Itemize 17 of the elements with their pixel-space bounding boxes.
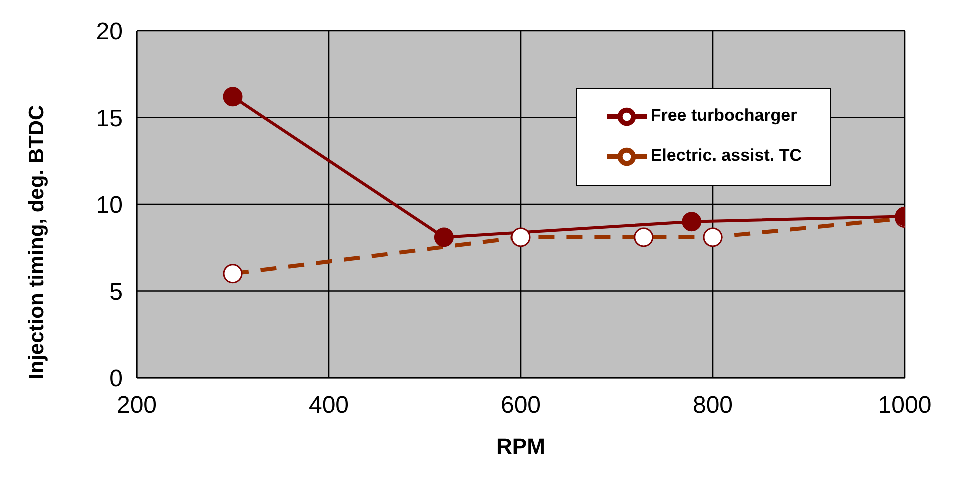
x-tick-label: 400 — [308, 392, 350, 420]
y-tick-label: 15 — [96, 105, 123, 132]
x-tick-label: 600 — [500, 392, 542, 420]
point — [223, 87, 243, 107]
point — [434, 228, 454, 248]
x-tick-label: 200 — [116, 392, 158, 420]
point — [682, 212, 702, 232]
y-tick-label: 10 — [96, 192, 123, 220]
y-axis-title: Injection timing, deg. BTDC — [25, 105, 48, 380]
x-tick-label: 800 — [692, 392, 734, 420]
x-axis-title: RPM — [496, 434, 546, 459]
x-tick-label: 1000 — [878, 392, 932, 420]
legend-label: Electric. assist. TC — [650, 146, 802, 166]
y-tick-label: 5 — [110, 278, 123, 306]
y-tick-label: 0 — [110, 366, 123, 393]
y-tick-label: 20 — [96, 18, 123, 46]
legend-label: Free turbocharger — [650, 106, 798, 126]
